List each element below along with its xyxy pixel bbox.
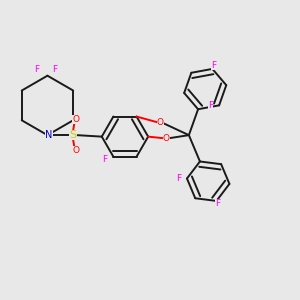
Text: F: F <box>34 65 40 74</box>
Text: O: O <box>72 146 80 155</box>
Text: O: O <box>163 134 170 143</box>
Text: O: O <box>157 118 164 127</box>
Text: F: F <box>211 61 216 70</box>
Text: O: O <box>72 115 80 124</box>
Text: F: F <box>52 65 58 74</box>
Text: F: F <box>102 155 107 164</box>
Text: F: F <box>215 200 220 208</box>
Text: N: N <box>45 130 52 140</box>
Text: F: F <box>176 174 181 183</box>
Text: S: S <box>69 130 76 140</box>
Text: F: F <box>208 101 213 110</box>
